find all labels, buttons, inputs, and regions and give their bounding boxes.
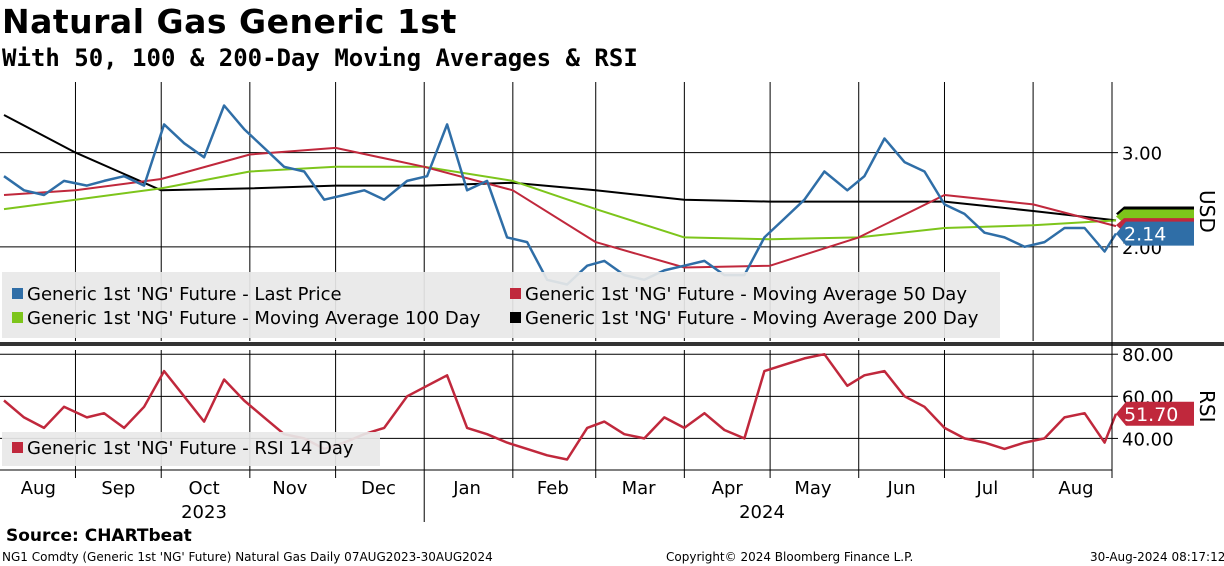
- price-y-tick-label: 3.00: [1122, 144, 1162, 165]
- legend-item-ma200: Generic 1st 'NG' Future - Moving Average…: [510, 308, 978, 329]
- footer-left: NG1 Comdty (Generic 1st 'NG' Future) Nat…: [2, 550, 493, 564]
- price-axis-title: USD: [1195, 190, 1219, 233]
- x-month-label: Jun: [887, 478, 916, 499]
- legend-swatch: [510, 312, 521, 323]
- last-rsi-tag-label: 51.70: [1124, 404, 1178, 426]
- x-month-label: Feb: [537, 478, 569, 499]
- chart-subtitle: With 50, 100 & 200-Day Moving Averages &…: [2, 44, 638, 72]
- x-month-label: Sep: [101, 478, 135, 499]
- footer-right: 30-Aug-2024 08:17:12: [1090, 550, 1224, 564]
- rsi-y-tick-label: 40.00: [1122, 429, 1174, 450]
- last-rsi-tag: [1116, 401, 1194, 426]
- legend-swatch: [12, 288, 23, 299]
- x-month-label: Dec: [361, 478, 396, 499]
- x-month-label: Mar: [622, 478, 657, 499]
- footer-center: Copyright© 2024 Bloomberg Finance L.P.: [666, 550, 914, 564]
- legend-swatch: [12, 312, 23, 323]
- rsi-panel: [3, 352, 1118, 461]
- legend-label: Generic 1st 'NG' Future - Moving Average…: [525, 308, 979, 329]
- last-price-tag: [1116, 221, 1194, 246]
- legend-item-last-price: Generic 1st 'NG' Future - Last Price: [12, 284, 342, 305]
- x-month-label: May: [794, 478, 832, 499]
- panel-separator: [0, 342, 1224, 346]
- x-month-label: Jan: [452, 478, 481, 499]
- x-month-label: Apr: [712, 478, 744, 499]
- chart-title: Natural Gas Generic 1st: [2, 2, 457, 41]
- x-month-label: Aug: [1058, 478, 1093, 499]
- price-panel: [3, 104, 1118, 286]
- x-month-label: Jul: [976, 478, 999, 499]
- rsi-legend: Generic 1st 'NG' Future - RSI 14 Day: [2, 432, 380, 466]
- legend-label: Generic 1st 'NG' Future - Last Price: [27, 284, 342, 305]
- legend-swatch: [12, 442, 23, 453]
- series-line: [3, 165, 1117, 241]
- rsi-axis-title: RSI: [1195, 390, 1219, 423]
- x-year-label: 2023: [181, 502, 227, 523]
- source-label: Source: CHARTbeat: [6, 526, 192, 546]
- legend-label: Generic 1st 'NG' Future - Moving Average…: [27, 308, 481, 329]
- legend-swatch: [510, 288, 521, 299]
- legend-label: Generic 1st 'NG' Future - Moving Average…: [525, 284, 967, 305]
- series-line: [3, 352, 1118, 461]
- series-line: [3, 146, 1117, 269]
- legend-item-ma50: Generic 1st 'NG' Future - Moving Average…: [510, 284, 967, 305]
- x-month-label: Oct: [189, 478, 220, 499]
- legend-label: Generic 1st 'NG' Future - RSI 14 Day: [27, 438, 354, 459]
- legend-item-ma100: Generic 1st 'NG' Future - Moving Average…: [12, 308, 480, 329]
- x-month-label: Nov: [272, 478, 307, 499]
- x-month-label: Aug: [21, 478, 56, 499]
- last-price-tag-label: 2.14: [1124, 224, 1166, 246]
- price-legend: Generic 1st 'NG' Future - Last Price Gen…: [2, 272, 1000, 338]
- rsi-y-tick-label: 80.00: [1122, 345, 1174, 366]
- x-year-label: 2024: [739, 502, 785, 523]
- legend-item-rsi: Generic 1st 'NG' Future - RSI 14 Day: [12, 438, 354, 459]
